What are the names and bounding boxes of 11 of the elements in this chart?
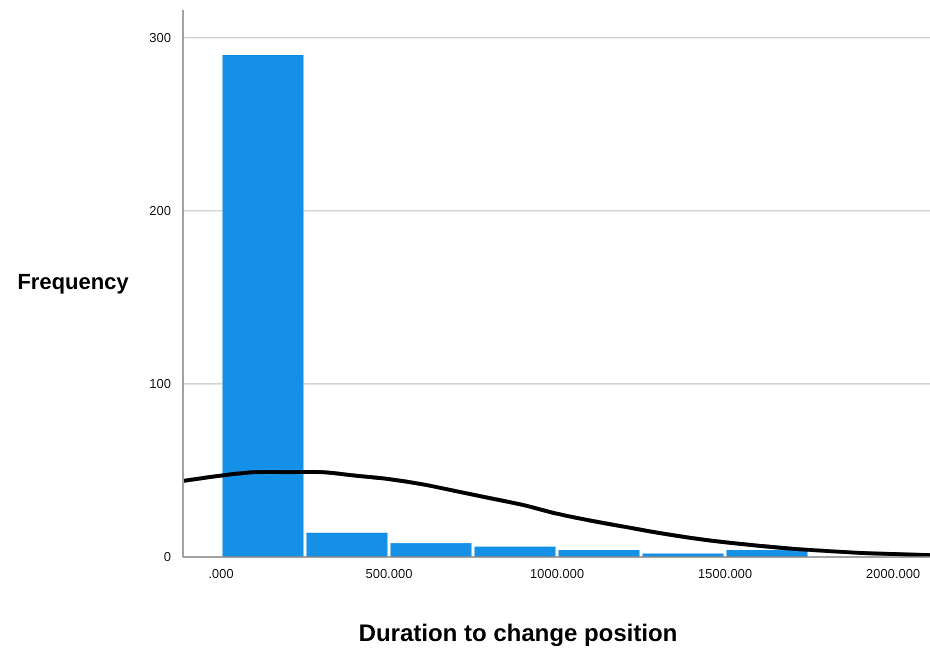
y-tick-label: 200	[149, 202, 171, 218]
x-tick-label: 1000.000	[530, 566, 584, 582]
y-tick-label: 0	[164, 549, 171, 564]
x-tick-label: .000	[208, 566, 234, 582]
x-tick-label: 500.000	[365, 566, 412, 582]
x-tick-label: 1500.000	[698, 566, 752, 582]
y-axis-title: Frequency	[17, 269, 130, 294]
x-axis-title: Duration to change position	[358, 620, 678, 647]
y-tick-label: 100	[149, 376, 171, 392]
x-tick-label: 2000.000	[866, 566, 920, 582]
y-tick-label: 300	[149, 30, 171, 45]
